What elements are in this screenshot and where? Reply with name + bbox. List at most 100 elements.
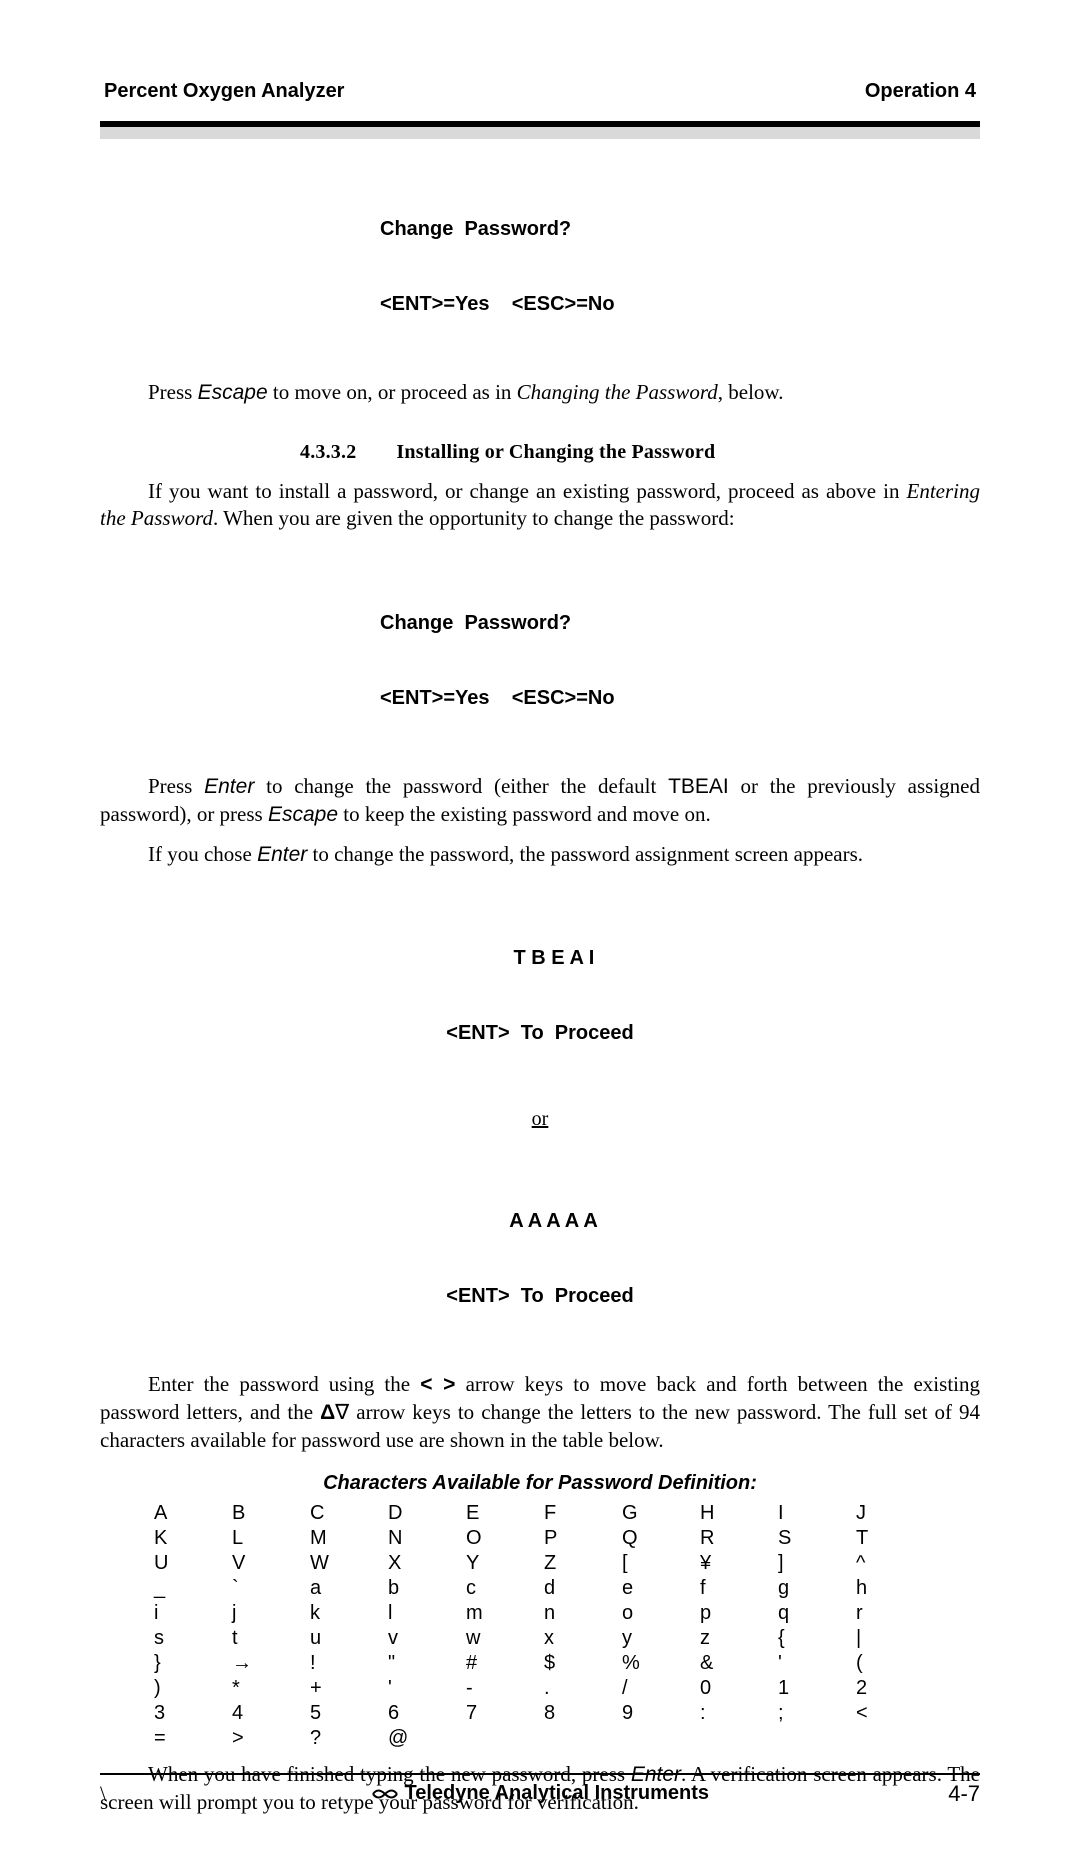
table-cell: 3: [150, 1701, 228, 1726]
table-cell: F: [540, 1501, 618, 1526]
table-cell: N: [384, 1526, 462, 1551]
table-cell: P: [540, 1526, 618, 1551]
table-cell: 5: [306, 1701, 384, 1726]
table-cell: T: [852, 1526, 930, 1551]
table-cell: g: [774, 1576, 852, 1601]
table-row: _`abcdefgh: [150, 1576, 930, 1601]
table-row: ijklmnopqr: [150, 1601, 930, 1626]
page-header: Percent Oxygen Analyzer Operation 4: [100, 80, 980, 115]
arrow-keys-lr: < >: [420, 1373, 455, 1396]
display-line: <ENT>=Yes <ESC>=No: [380, 686, 980, 711]
table-cell: [: [618, 1551, 696, 1576]
display-change-password-1: Change Password? <ENT>=Yes <ESC>=No: [380, 167, 980, 367]
table-cell: 0: [696, 1676, 774, 1701]
table-cell: -: [462, 1676, 540, 1701]
table-cell: s: [150, 1626, 228, 1651]
text: , below.: [718, 380, 784, 404]
table-cell: c: [462, 1576, 540, 1601]
paragraph: If you chose Enter to change the passwor…: [100, 841, 980, 869]
display-line: <ENT> To Proceed: [100, 1021, 980, 1046]
table-cell: &: [696, 1651, 774, 1676]
display-line: T B E A I: [100, 946, 980, 971]
table-cell: h: [852, 1576, 930, 1601]
table-cell: o: [618, 1601, 696, 1626]
table-cell: {: [774, 1626, 852, 1651]
footer-brand: Teledyne Analytical Instruments: [405, 1782, 710, 1804]
header-rule-shadow: [100, 127, 980, 139]
table-cell: G: [618, 1501, 696, 1526]
header-right: Operation 4: [865, 80, 976, 103]
table-cell: Y: [462, 1551, 540, 1576]
table-cell: S: [774, 1526, 852, 1551]
table-row: KLMNOPQRST: [150, 1526, 930, 1551]
table-cell: ': [384, 1676, 462, 1701]
logo-icon: [371, 1787, 399, 1801]
key-name: Enter: [257, 843, 307, 866]
table-cell: !: [306, 1651, 384, 1676]
table-cell: l: [384, 1601, 462, 1626]
footer-page-number: 4-7: [920, 1781, 980, 1807]
emphasis: Changing the Password: [517, 380, 718, 404]
table-cell: r: [852, 1601, 930, 1626]
table-cell: .: [540, 1676, 618, 1701]
display-line: Change Password?: [380, 217, 980, 242]
footer-left: \: [100, 1781, 160, 1807]
table-cell: _: [150, 1576, 228, 1601]
text: to change the password, the password ass…: [307, 842, 863, 866]
table-cell: b: [384, 1576, 462, 1601]
paragraph: Press Escape to move on, or proceed as i…: [100, 379, 980, 407]
text: If you want to install a password, or ch…: [148, 479, 907, 503]
table-cell: C: [306, 1501, 384, 1526]
table-cell: I: [774, 1501, 852, 1526]
table-cell: p: [696, 1601, 774, 1626]
table-cell: 4: [228, 1701, 306, 1726]
table-cell: <: [852, 1701, 930, 1726]
table-cell: $: [540, 1651, 618, 1676]
table-cell: M: [306, 1526, 384, 1551]
table-cell: 8: [540, 1701, 618, 1726]
table-cell: ¥: [696, 1551, 774, 1576]
table-cell: k: [306, 1601, 384, 1626]
table-cell: v: [384, 1626, 462, 1651]
table-cell: @: [384, 1726, 462, 1751]
key-name: Enter: [204, 775, 254, 798]
table-cell: /: [618, 1676, 696, 1701]
table-cell: [774, 1726, 852, 1751]
or-separator: or: [100, 1108, 980, 1131]
text: Press: [148, 774, 204, 798]
table-cell: |: [852, 1626, 930, 1651]
page: Percent Oxygen Analyzer Operation 4 Chan…: [0, 0, 1080, 1857]
table-row: UVWXYZ[¥]^: [150, 1551, 930, 1576]
table-cell: W: [306, 1551, 384, 1576]
table-cell: ": [384, 1651, 462, 1676]
table-caption: Characters Available for Password Defini…: [100, 1472, 980, 1495]
paragraph: Press Enter to change the password (eith…: [100, 773, 980, 828]
table-cell: 7: [462, 1701, 540, 1726]
table-cell: K: [150, 1526, 228, 1551]
table-cell: j: [228, 1601, 306, 1626]
table-cell: [540, 1726, 618, 1751]
table-cell: L: [228, 1526, 306, 1551]
table-cell: J: [852, 1501, 930, 1526]
table-cell: (: [852, 1651, 930, 1676]
key-name: Escape: [268, 803, 338, 826]
section-title: Installing or Changing the Password: [396, 441, 715, 463]
table-cell: ^: [852, 1551, 930, 1576]
text: Press: [148, 380, 198, 404]
table-cell: 1: [774, 1676, 852, 1701]
table-cell: R: [696, 1526, 774, 1551]
table-cell: t: [228, 1626, 306, 1651]
table-cell: →: [228, 1651, 306, 1676]
table-cell: H: [696, 1501, 774, 1526]
table-cell: +: [306, 1676, 384, 1701]
table-cell: u: [306, 1626, 384, 1651]
text: to keep the existing password and move o…: [338, 802, 711, 826]
paragraph: If you want to install a password, or ch…: [100, 478, 980, 533]
table-cell: i: [150, 1601, 228, 1626]
table-cell: `: [228, 1576, 306, 1601]
display-change-password-2: Change Password? <ENT>=Yes <ESC>=No: [380, 561, 980, 761]
table-row: 3456789:;<: [150, 1701, 930, 1726]
text: Enter the password using the: [148, 1372, 420, 1396]
table-row: =>?@: [150, 1726, 930, 1751]
table-cell: z: [696, 1626, 774, 1651]
